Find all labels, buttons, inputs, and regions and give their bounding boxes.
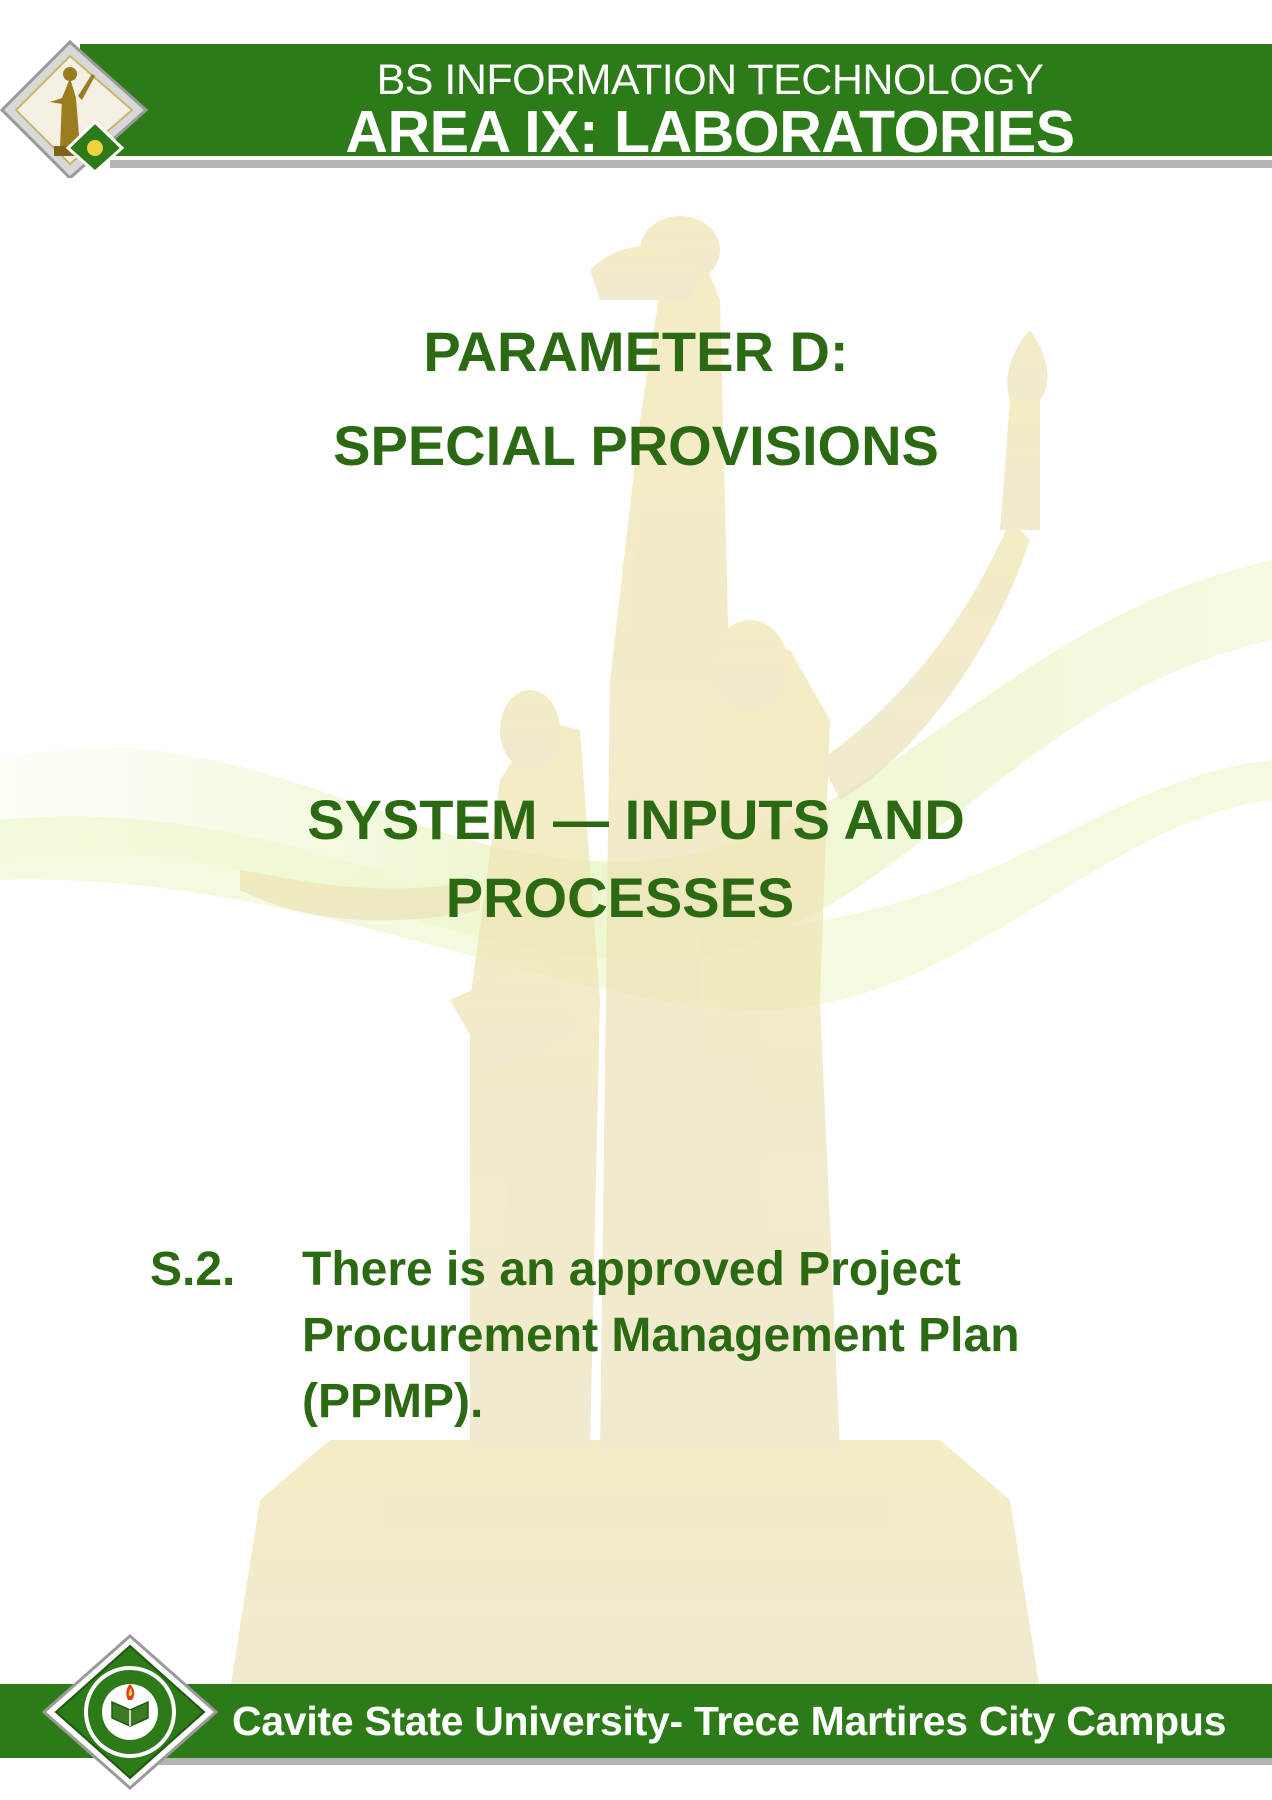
section-heading: SYSTEM — INPUTS AND	[307, 788, 965, 851]
item-line: Procurement Management Plan	[302, 1309, 1020, 1362]
university-seal-icon	[41, 1633, 219, 1791]
section-heading-continued: PROCESSES	[445, 866, 795, 929]
footer-divider	[150, 1758, 1272, 1765]
header-divider	[110, 160, 1272, 168]
item-line: There is an approved Project	[302, 1243, 961, 1296]
program-name: BS INFORMATION TECHNOLOGY	[376, 56, 1044, 104]
item-number: S.2.	[150, 1243, 236, 1296]
campus-name: Cavite State University- Trece Martires …	[232, 1698, 1227, 1744]
parameter-subheading: SPECIAL PROVISIONS	[333, 414, 939, 477]
parameter-heading: PARAMETER D:	[423, 320, 849, 383]
monument-logo-icon	[0, 39, 149, 178]
item-statement: There is an approved Project Procurement…	[302, 1237, 1142, 1435]
header-bar	[80, 44, 1272, 156]
footer-bar	[0, 1684, 1272, 1758]
area-title: AREA IX: LABORATORIES	[345, 99, 1075, 165]
item-line: (PPMP).	[302, 1375, 484, 1428]
